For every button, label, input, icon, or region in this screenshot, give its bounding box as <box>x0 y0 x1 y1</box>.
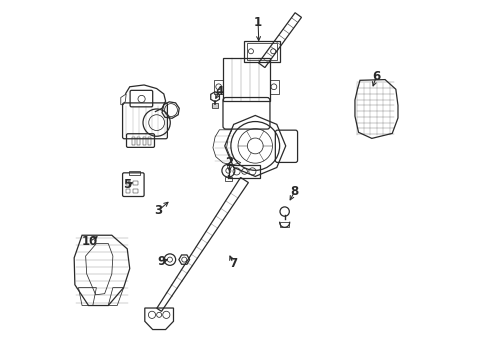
Text: 4: 4 <box>215 85 223 98</box>
Bar <box>214 80 223 94</box>
Bar <box>246 43 277 59</box>
Text: 9: 9 <box>157 255 165 268</box>
Bar <box>126 181 130 185</box>
Bar <box>132 137 135 145</box>
Bar <box>269 80 278 94</box>
Text: 10: 10 <box>81 235 98 248</box>
Bar <box>142 137 145 145</box>
Text: 1: 1 <box>254 17 262 30</box>
Bar <box>133 181 137 185</box>
Bar <box>212 103 218 108</box>
Text: 5: 5 <box>122 178 131 191</box>
Text: 6: 6 <box>371 69 380 82</box>
Text: 3: 3 <box>154 204 162 217</box>
Bar <box>129 171 140 175</box>
Text: 2: 2 <box>225 156 233 169</box>
Text: 8: 8 <box>290 185 298 198</box>
Bar <box>244 41 279 62</box>
Bar <box>137 137 140 145</box>
Bar <box>126 189 130 193</box>
Bar <box>148 137 151 145</box>
Bar <box>280 222 288 226</box>
Bar <box>133 189 137 193</box>
Bar <box>224 177 231 181</box>
Text: 7: 7 <box>228 257 237 270</box>
Bar <box>223 58 269 101</box>
